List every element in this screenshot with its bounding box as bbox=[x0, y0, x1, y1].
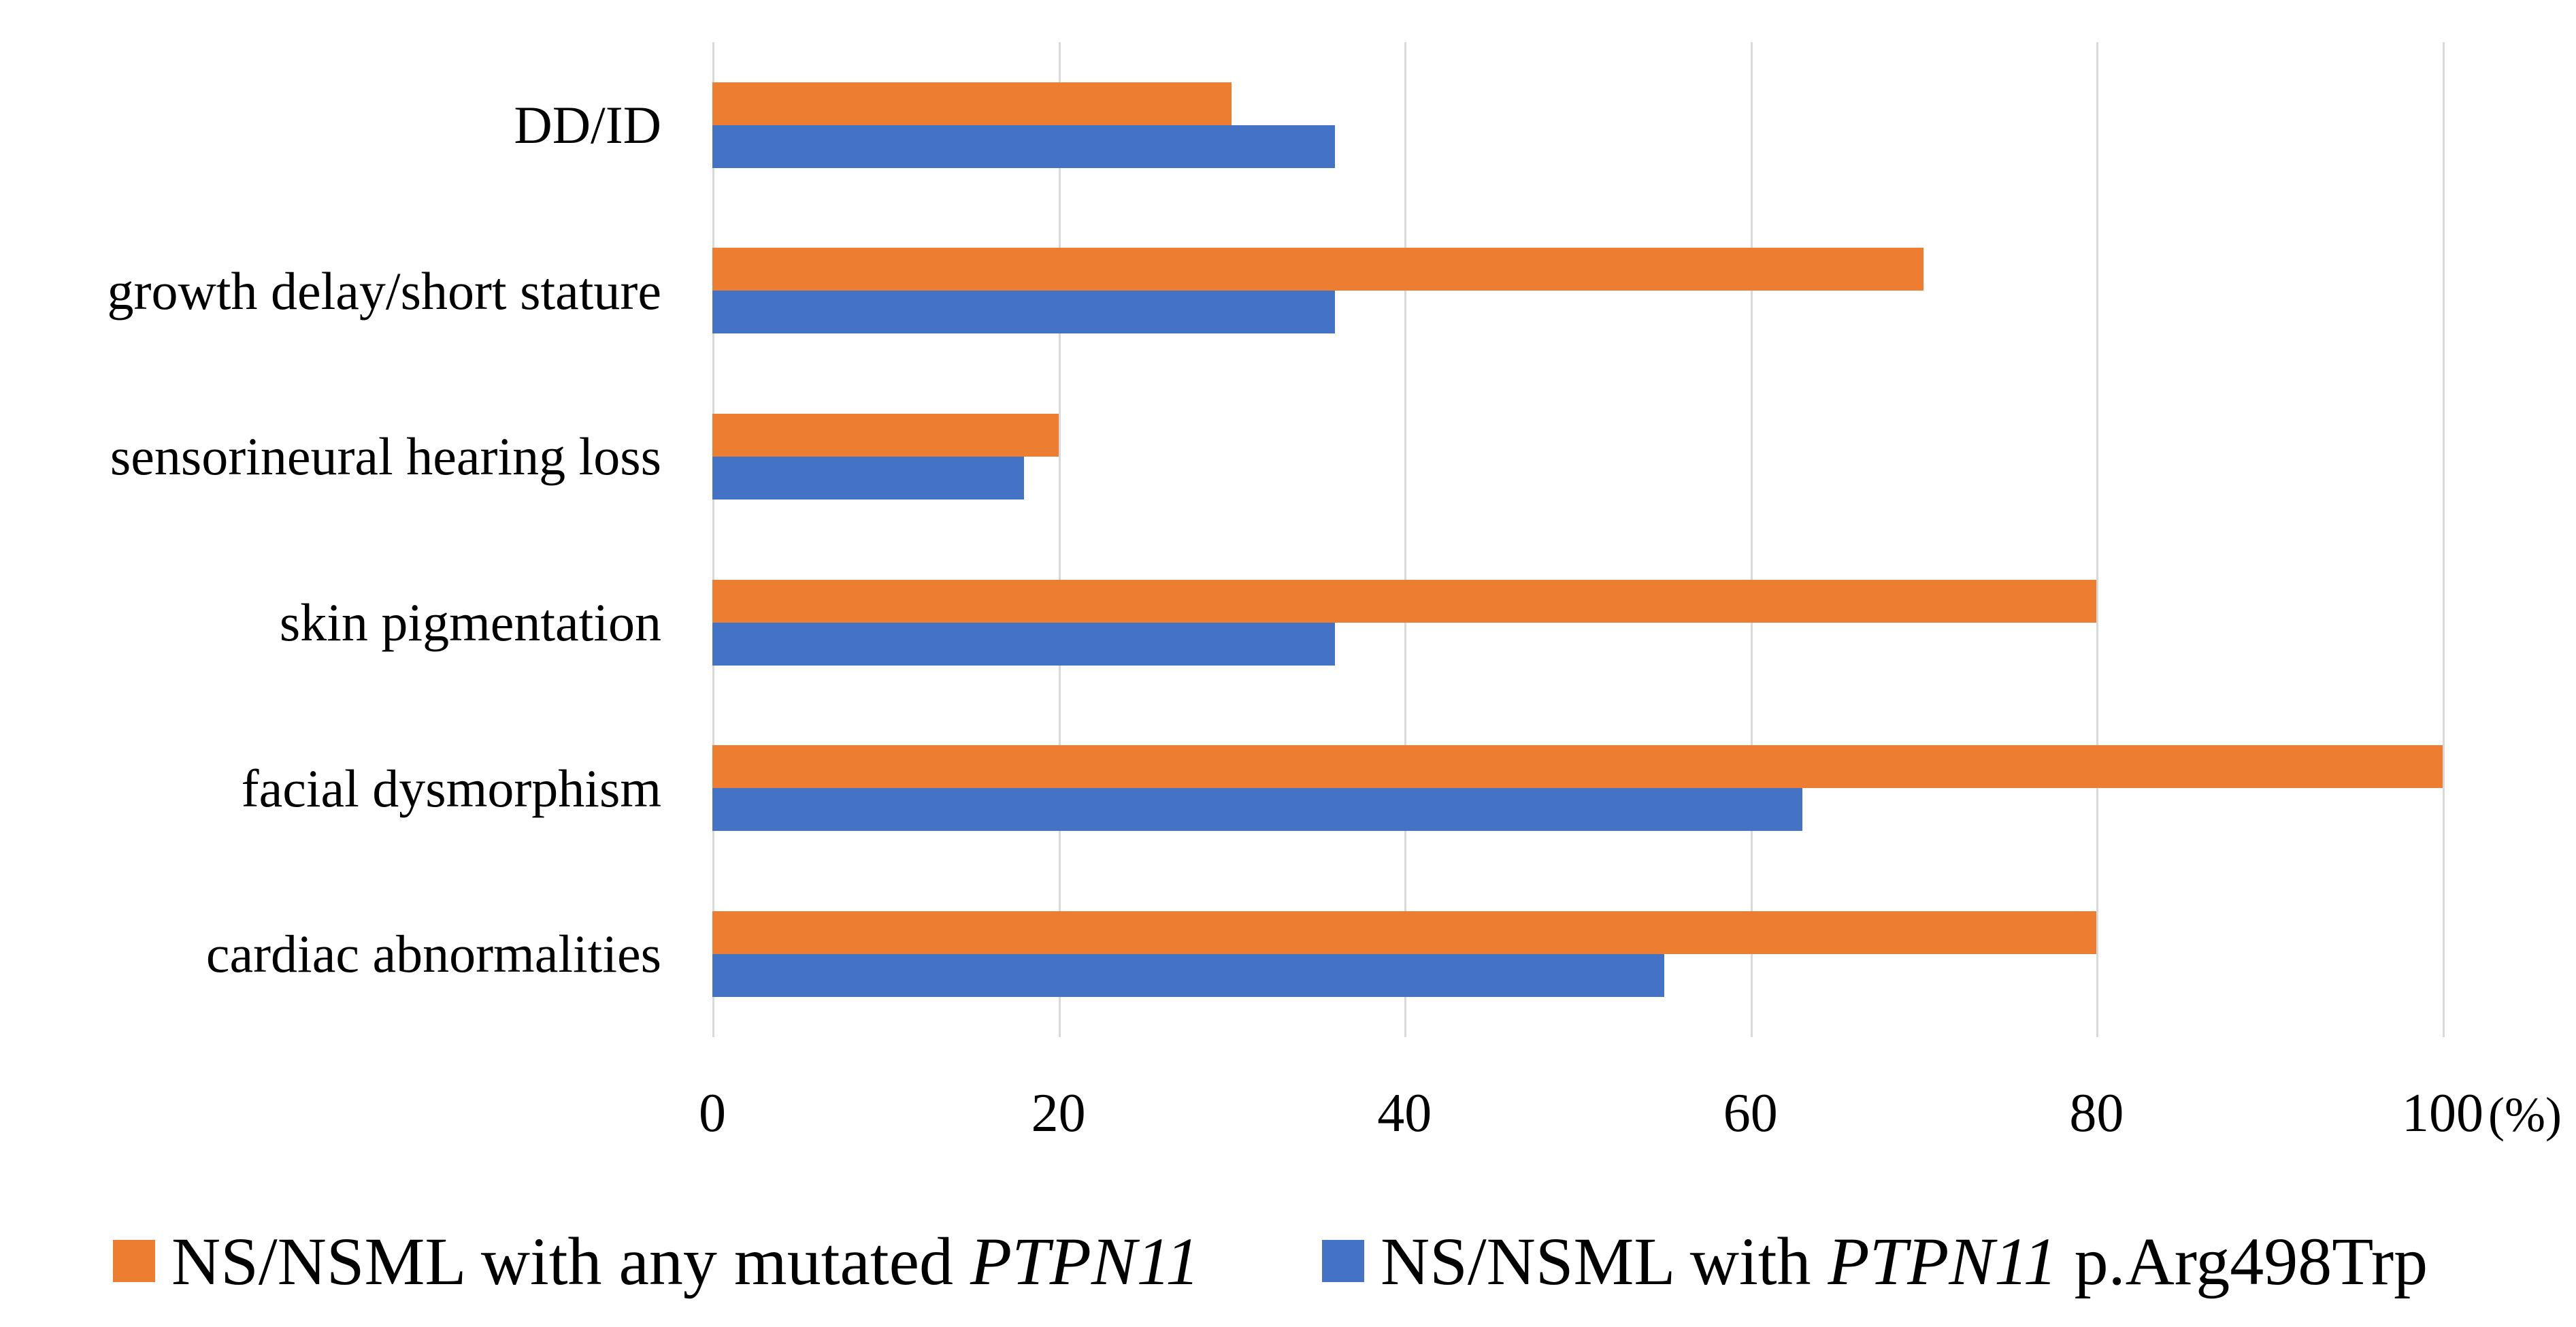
bar-series1-cardiac-abnormalities bbox=[712, 911, 2097, 955]
legend-label-prefix: NS/NSML with any mutated bbox=[171, 1224, 971, 1299]
bar-series1-skin-pigmentation bbox=[712, 579, 2097, 623]
bar-series1-sensorineural-hearing-loss bbox=[712, 414, 1059, 457]
bar-series1-facial-dysmorphism bbox=[712, 745, 2443, 789]
category-label-sensorineural-hearing-loss: sensorineural hearing loss bbox=[110, 427, 661, 487]
bar-series2-dd-id bbox=[712, 125, 1336, 168]
legend-label-suffix: p.Arg498Trp bbox=[2057, 1224, 2428, 1299]
category-band bbox=[712, 871, 2443, 1037]
category-band bbox=[712, 208, 2443, 374]
category-label-growth-delay-short-stature: growth delay/short stature bbox=[107, 261, 661, 321]
x-tick-label-40: 40 bbox=[1377, 1083, 1432, 1143]
category-band bbox=[712, 42, 2443, 208]
category-band bbox=[712, 374, 2443, 540]
legend-label-gene-italic: PTPN11 bbox=[1828, 1224, 2058, 1299]
gridline-100 bbox=[2443, 42, 2445, 1037]
category-label-facial-dysmorphism: facial dysmorphism bbox=[241, 758, 661, 818]
bar-series2-skin-pigmentation bbox=[712, 622, 1336, 666]
x-axis-unit-label: (%) bbox=[2488, 1087, 2562, 1142]
x-tick-label-20: 20 bbox=[1031, 1083, 1086, 1143]
gridline-20 bbox=[1058, 42, 1061, 1037]
category-label-dd-id: DD/ID bbox=[514, 95, 661, 154]
x-tick-label-80: 80 bbox=[2069, 1083, 2124, 1143]
legend-label-series2: NS/NSML with PTPN11 p.Arg498Trp bbox=[1381, 1228, 2428, 1296]
bar-series2-facial-dysmorphism bbox=[712, 788, 1803, 832]
bar-series2-growth-delay-short-stature bbox=[712, 291, 1336, 334]
bar-series1-growth-delay-short-stature bbox=[712, 248, 1924, 291]
category-label-skin-pigmentation: skin pigmentation bbox=[279, 592, 661, 652]
gridline-80 bbox=[2096, 42, 2099, 1037]
gridline-60 bbox=[1750, 42, 1753, 1037]
legend-label-series1: NS/NSML with any mutated PTPN11 bbox=[171, 1228, 1200, 1296]
x-tick-label-60: 60 bbox=[1723, 1083, 1778, 1143]
bar-series2-sensorineural-hearing-loss bbox=[712, 457, 1024, 500]
gridline-40 bbox=[1404, 42, 1407, 1037]
category-band bbox=[712, 540, 2443, 706]
category-label-cardiac-abnormalities: cardiac abnormalities bbox=[205, 924, 661, 984]
bar-series2-cardiac-abnormalities bbox=[712, 954, 1664, 998]
plot-area bbox=[712, 42, 2445, 1037]
gridline-0 bbox=[712, 42, 714, 1037]
x-tick-label-100: 100 bbox=[2402, 1083, 2483, 1143]
legend-label-gene-italic: PTPN11 bbox=[970, 1224, 1200, 1299]
bar-series1-dd-id bbox=[712, 82, 1232, 125]
legend-swatch-series1 bbox=[113, 1240, 155, 1282]
x-tick-label-0: 0 bbox=[699, 1083, 726, 1143]
legend-label-prefix: NS/NSML with bbox=[1381, 1224, 1828, 1299]
legend-swatch-series2 bbox=[1322, 1240, 1364, 1282]
category-band bbox=[712, 706, 2443, 872]
